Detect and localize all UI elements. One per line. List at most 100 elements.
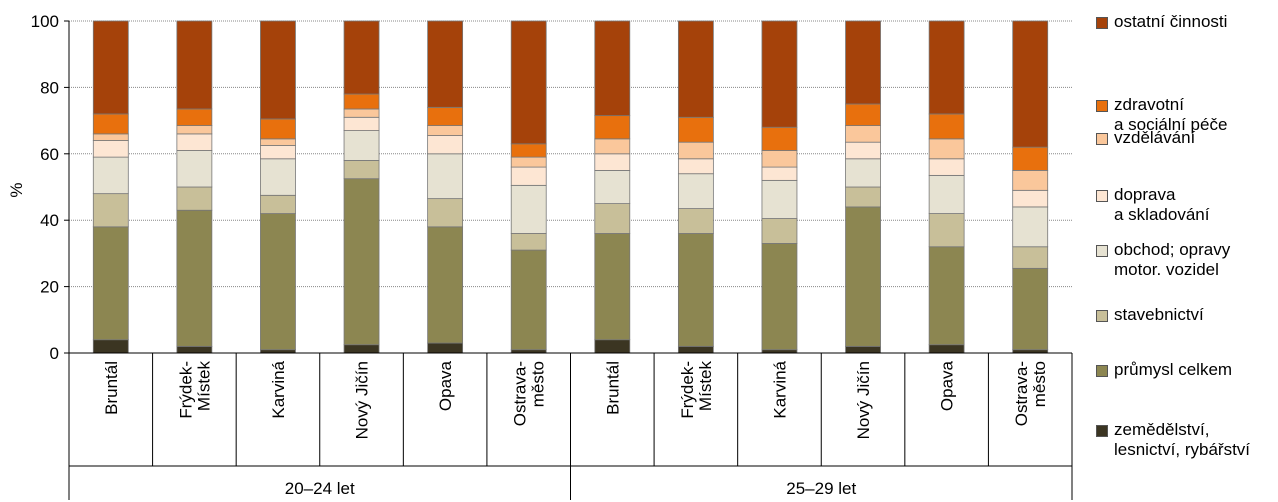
category-label: Ostrava-město: [1012, 361, 1049, 426]
bar-segment: [260, 213, 296, 351]
legend-label: zemědělství, lesnictví, rybářství: [1114, 420, 1251, 459]
bar-segment: [260, 194, 296, 214]
bar-segment: [677, 208, 714, 234]
bar-segment: [1012, 267, 1049, 351]
bar-segment: [677, 345, 714, 354]
bar-segment: [928, 138, 965, 160]
bar-segment: [510, 249, 547, 351]
bar-segment: [677, 20, 714, 118]
category-label-line: Frýdek-: [176, 361, 195, 419]
bar-segment: [845, 345, 881, 354]
bar-segment: [1012, 20, 1049, 148]
category-label: Nový Jičín: [854, 361, 873, 439]
bar-segment: [928, 344, 965, 354]
bar-segment: [1012, 246, 1049, 269]
category-label: Bruntál: [603, 361, 622, 415]
bar-segment: [677, 233, 714, 347]
bar-segment: [427, 226, 464, 344]
bar-segment: [176, 150, 213, 188]
legend-item: stavebnictví: [1096, 305, 1204, 325]
bar-segment: [510, 143, 547, 158]
legend-item: doprava a skladování: [1096, 185, 1209, 225]
axes: [64, 20, 1073, 500]
bar-segment: [845, 20, 881, 105]
bar-segment: [260, 158, 296, 196]
bar-segment: [594, 203, 631, 234]
bar-segment: [928, 246, 965, 346]
category-label: Opava: [938, 360, 957, 411]
bar-segment: [510, 184, 547, 234]
bar-segment: [845, 103, 881, 126]
y-axis-label: %: [7, 182, 26, 197]
bar-segment: [510, 20, 547, 145]
category-label: Bruntál: [102, 361, 121, 415]
legend-swatch: [1096, 100, 1108, 112]
category-label: Frýdek- Místek: [678, 361, 715, 419]
category-label-line: Bruntál: [102, 361, 121, 415]
bar-segment: [427, 135, 464, 155]
bar-segment: [92, 226, 129, 341]
bar-segment: [1012, 206, 1049, 248]
bar-segment: [343, 20, 380, 95]
bar-segment: [343, 344, 380, 354]
bar-segment: [92, 339, 129, 354]
legend-swatch: [1096, 190, 1108, 202]
legend-swatch: [1096, 365, 1108, 377]
bar-segment: [176, 133, 213, 151]
bar-segment: [260, 138, 296, 146]
bars: [92, 20, 1049, 354]
category-label-line: Místek: [696, 361, 715, 412]
bar-segment: [928, 20, 965, 115]
category-label: Ostrava-město: [511, 361, 548, 426]
bar-segment: [343, 108, 380, 118]
bar-segment: [594, 339, 631, 354]
category-label-line: Opava: [436, 360, 455, 411]
bar-segment: [928, 213, 965, 248]
bar-segment: [928, 158, 965, 176]
legend-item: vzdělávání: [1096, 128, 1195, 148]
legend-swatch: [1096, 310, 1108, 322]
group-label: 25–29 let: [786, 479, 856, 498]
legend-swatch: [1096, 425, 1108, 437]
bar-segment: [845, 158, 881, 188]
bar-segment: [761, 218, 798, 244]
bar-segment: [176, 125, 213, 135]
category-label-line: Ostrava-: [1012, 361, 1031, 426]
category-label-line: město: [1030, 361, 1049, 407]
gridlines: [69, 20, 1072, 288]
legend-item: zemědělství, lesnictví, rybářství: [1096, 420, 1250, 460]
y-tick-label: 100: [31, 12, 59, 31]
legend-label: doprava a skladování: [1114, 185, 1210, 224]
bar-segment: [427, 125, 464, 136]
bar-segment: [1012, 146, 1049, 171]
bar-segment: [92, 156, 129, 195]
bar-segment: [761, 20, 798, 128]
legend-swatch: [1096, 17, 1108, 29]
legend-label: zdravotní a sociální péče: [1114, 95, 1228, 134]
legend-label: ostatní činnosti: [1114, 12, 1228, 31]
bar-segment: [594, 233, 631, 341]
category-label-line: Ostrava-: [511, 361, 530, 426]
bar-segment: [761, 150, 798, 168]
bar-segment: [92, 133, 129, 141]
legend-swatch: [1096, 133, 1108, 145]
category-label: Opava: [436, 360, 455, 411]
bar-segment: [594, 115, 631, 140]
category-label-line: Karviná: [770, 360, 789, 418]
bar-segment: [928, 113, 965, 140]
category-labels: Bruntál Frýdek- Místek Karviná Nový Jičín Opa…: [102, 360, 1049, 439]
bar-segment: [343, 116, 380, 131]
bar-segment: [510, 233, 547, 251]
bar-segment: [176, 209, 213, 347]
bar-segment: [343, 130, 380, 161]
bar-segment: [594, 20, 631, 117]
bar-segment: [510, 166, 547, 186]
bar-segment: [176, 345, 213, 354]
bar-segment: [761, 166, 798, 181]
category-label: Frýdek- Místek: [176, 361, 213, 419]
bar-segment: [594, 169, 631, 204]
bar-segment: [845, 186, 881, 208]
bar-segment: [761, 243, 798, 351]
bar-segment: [427, 342, 464, 354]
